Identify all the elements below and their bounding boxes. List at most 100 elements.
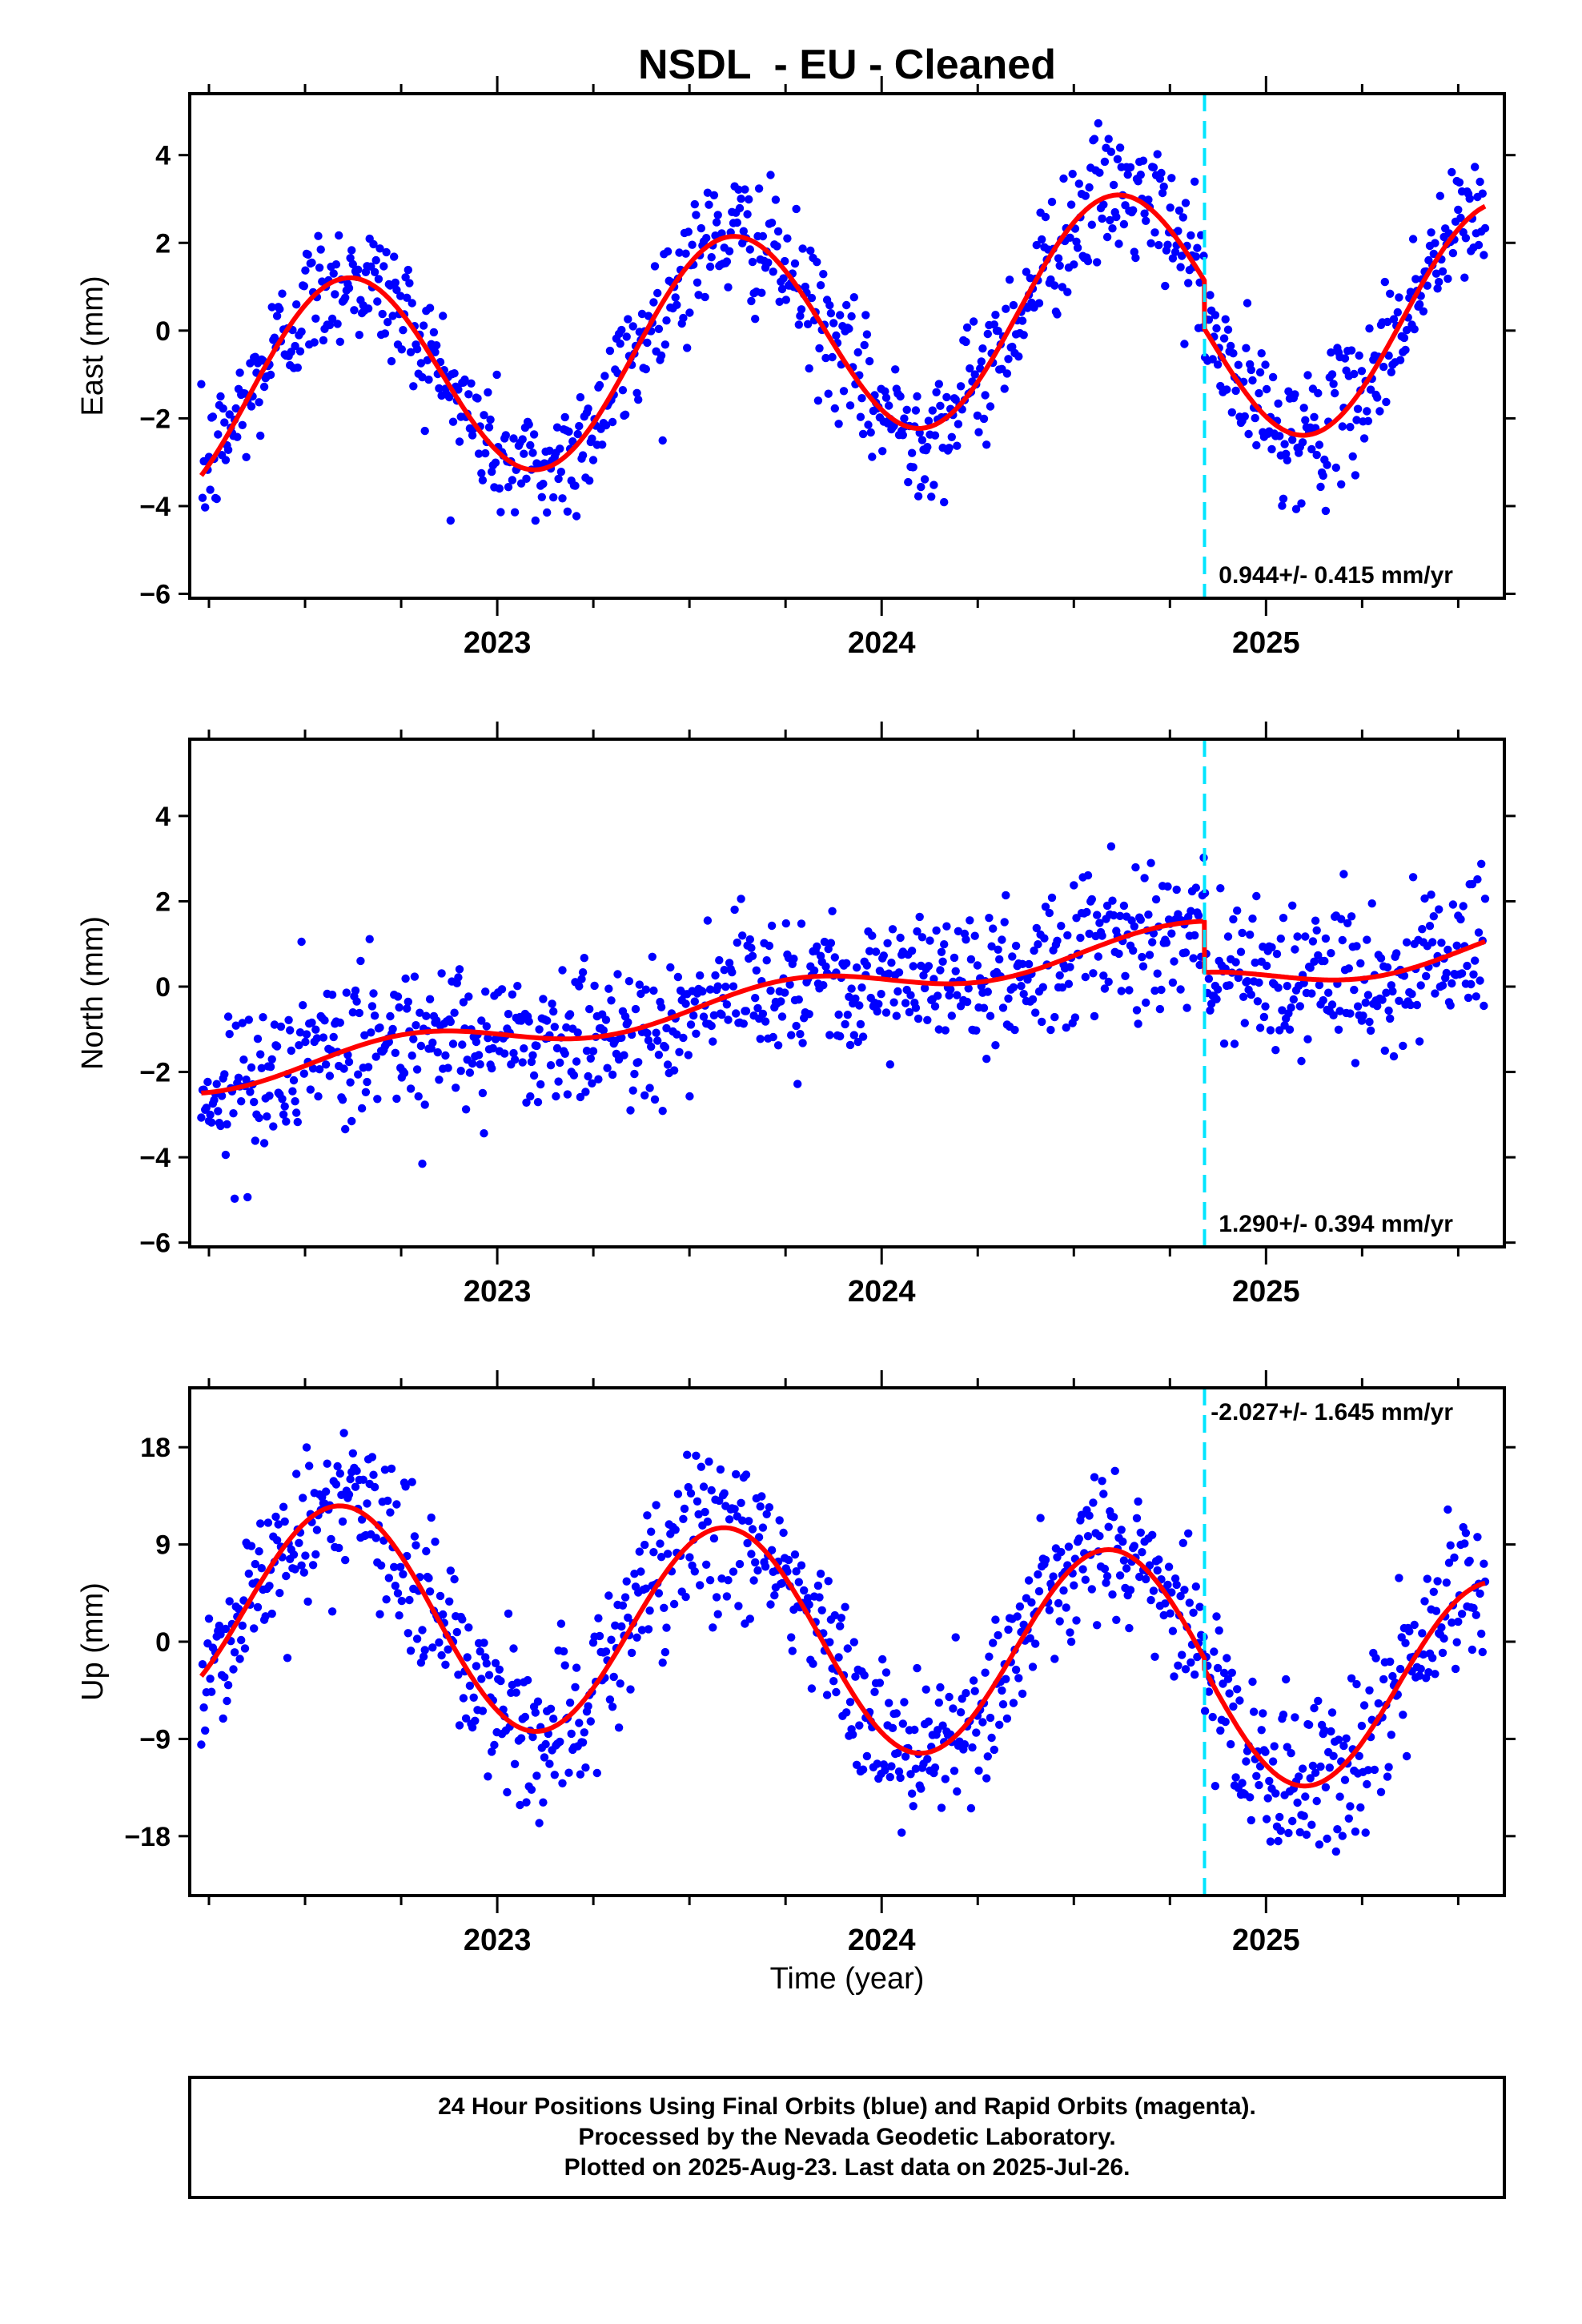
data-point: [946, 985, 955, 994]
data-point: [367, 1453, 377, 1462]
data-point: [1090, 1011, 1099, 1021]
data-point: [1032, 923, 1042, 933]
data-point: [738, 1516, 747, 1525]
data-point: [1382, 988, 1391, 997]
data-point: [1456, 915, 1465, 924]
data-point: [792, 1021, 801, 1031]
data-point: [1255, 1780, 1263, 1790]
data-point: [837, 1614, 846, 1622]
data-point: [735, 1559, 745, 1569]
data-point: [1009, 983, 1018, 992]
data-point: [1327, 1708, 1337, 1717]
data-point: [634, 1058, 643, 1067]
data-point: [1261, 360, 1270, 369]
data-point: [524, 420, 533, 429]
data-point: [920, 475, 930, 484]
data-point: [1352, 1679, 1361, 1689]
data-point: [1167, 929, 1176, 938]
data-point: [938, 957, 947, 967]
data-point: [994, 1630, 1002, 1640]
data-point: [1255, 1023, 1265, 1032]
data-point: [834, 1010, 843, 1019]
data-point: [761, 1017, 770, 1026]
data-point: [989, 1638, 998, 1647]
data-point: [1442, 1578, 1452, 1587]
data-point: [1229, 915, 1238, 924]
data-point: [1424, 1668, 1433, 1677]
data-point: [1095, 1531, 1104, 1541]
data-point: [673, 300, 681, 309]
data-point: [720, 966, 729, 975]
data-point: [765, 1503, 774, 1512]
data-point: [1087, 895, 1097, 904]
data-point: [917, 482, 926, 492]
data-point: [441, 1051, 450, 1060]
data-point: [748, 1525, 757, 1534]
data-point: [1291, 945, 1299, 954]
data-point: [724, 1576, 733, 1585]
data-point: [845, 324, 853, 333]
data-point: [1208, 355, 1217, 364]
data-point: [253, 1035, 263, 1043]
data-point: [1405, 1626, 1414, 1636]
data-point: [605, 346, 615, 356]
data-point: [1248, 376, 1257, 385]
data-point: [839, 387, 849, 396]
data-point: [1280, 440, 1289, 448]
data-point: [199, 1703, 208, 1712]
data-point: [1384, 351, 1393, 360]
data-point: [543, 508, 552, 517]
data-point: [1059, 1586, 1068, 1595]
data-point: [1230, 1039, 1239, 1048]
data-point: [329, 269, 338, 278]
data-point: [256, 1050, 265, 1059]
data-point: [1115, 143, 1125, 152]
data-point: [937, 1803, 946, 1812]
data-point: [845, 401, 855, 410]
data-point: [1302, 1830, 1311, 1839]
data-point: [1429, 1587, 1439, 1597]
data-point: [321, 1487, 331, 1496]
data-point: [969, 317, 978, 326]
data-point: [539, 1798, 548, 1807]
data-point: [1338, 422, 1347, 431]
data-point: [559, 1647, 568, 1656]
data-point: [1129, 206, 1138, 215]
data-point: [594, 1075, 603, 1084]
data-point: [898, 431, 908, 440]
data-point: [1310, 1703, 1319, 1713]
data-point: [1074, 1534, 1084, 1543]
data-point: [513, 982, 522, 991]
data-point: [292, 300, 301, 309]
data-point: [883, 939, 892, 948]
data-point: [510, 1055, 520, 1064]
data-point: [446, 1566, 455, 1575]
data-point: [986, 402, 995, 411]
data-point: [805, 1010, 813, 1019]
data-point: [509, 1644, 518, 1653]
data-point: [1301, 932, 1310, 941]
data-point: [942, 392, 951, 402]
data-point: [1343, 919, 1352, 928]
data-point: [295, 1041, 303, 1050]
data-point: [341, 1124, 350, 1134]
data-point: [777, 1012, 787, 1021]
data-point: [1059, 174, 1068, 183]
data-point: [1393, 308, 1403, 317]
data-point: [797, 919, 806, 928]
data-point: [754, 1533, 764, 1542]
data-point: [995, 955, 1004, 964]
data-point: [1112, 1615, 1121, 1625]
data-point: [1461, 234, 1471, 243]
data-point: [1275, 432, 1284, 440]
data-point: [1301, 1792, 1310, 1801]
data-point: [832, 1687, 841, 1697]
data-point: [580, 1728, 588, 1737]
data-point: [973, 961, 982, 970]
data-point: [465, 1068, 475, 1077]
data-point: [441, 1660, 450, 1669]
data-point: [1148, 938, 1157, 947]
data-point: [1066, 1637, 1076, 1647]
data-point: [1471, 163, 1480, 171]
velocity-label: 0.944+/- 0.415 mm/yr: [1219, 562, 1453, 589]
